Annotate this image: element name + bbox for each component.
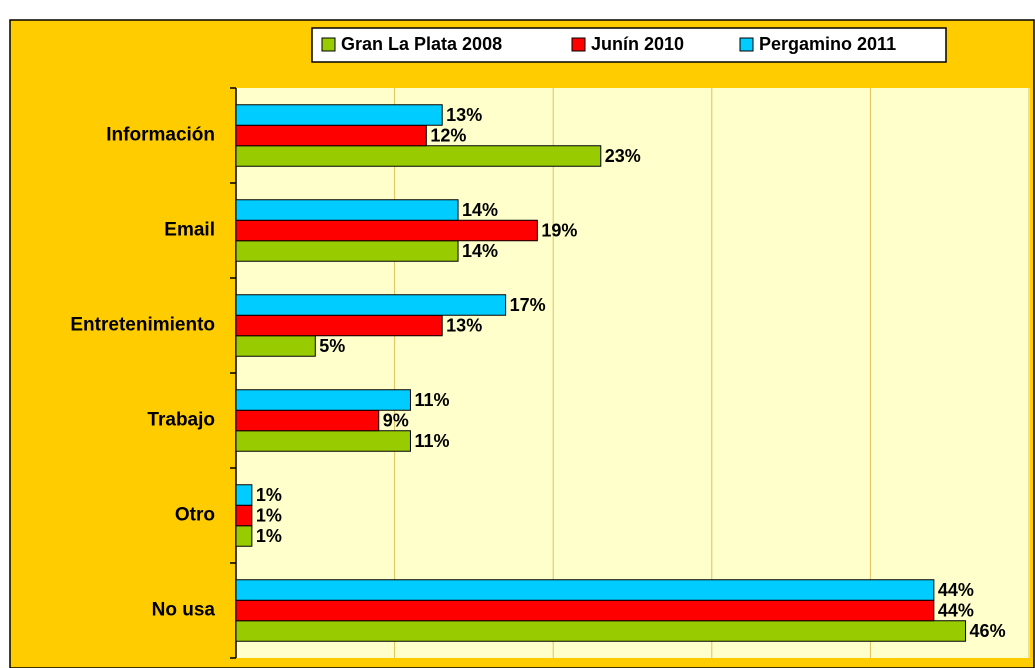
value-label: 1% <box>256 526 282 546</box>
category-label: No usa <box>152 600 216 621</box>
bar <box>235 579 935 601</box>
bar <box>235 240 459 262</box>
category-label: Otro <box>175 505 215 526</box>
legend-label: Gran La Plata 2008 <box>341 34 502 54</box>
value-label: 1% <box>256 505 282 525</box>
bar <box>235 504 253 527</box>
category-label: Información <box>106 125 215 146</box>
value-label: 5% <box>319 336 345 356</box>
value-label: 13% <box>446 315 482 335</box>
value-label: 14% <box>462 241 498 261</box>
bar <box>235 484 253 506</box>
value-label: 23% <box>605 146 641 166</box>
legend-label: Junín 2010 <box>591 34 684 54</box>
bar <box>235 145 602 167</box>
bar <box>235 199 459 221</box>
value-label: 19% <box>541 220 577 240</box>
legend-swatch <box>321 37 336 52</box>
category-label: Entretenimiento <box>70 315 215 336</box>
value-label: 13% <box>446 105 482 125</box>
legend <box>311 27 947 63</box>
bar <box>235 599 935 622</box>
value-label: 44% <box>938 580 974 600</box>
value-label: 12% <box>430 125 466 145</box>
bar <box>235 525 253 547</box>
bar <box>235 389 411 411</box>
bar <box>235 124 427 147</box>
category-label: Email <box>164 220 215 241</box>
value-label: 11% <box>414 390 449 410</box>
value-label: 9% <box>383 410 409 430</box>
bar <box>235 409 380 432</box>
bar <box>235 314 443 337</box>
value-label: 17% <box>510 295 546 315</box>
bar <box>235 104 443 126</box>
value-label: 1% <box>256 485 282 505</box>
legend-swatch <box>571 37 586 52</box>
legend-swatch <box>739 37 754 52</box>
plot-area <box>236 88 1030 658</box>
bar <box>235 620 967 642</box>
bar <box>235 335 316 357</box>
bar <box>235 219 538 242</box>
value-label: 46% <box>970 621 1006 641</box>
value-label: 14% <box>462 200 498 220</box>
bar <box>235 430 411 452</box>
category-label: Trabajo <box>147 410 215 431</box>
value-label: 11% <box>414 431 449 451</box>
bar <box>235 294 507 316</box>
legend-label: Pergamino 2011 <box>759 34 896 54</box>
value-label: 44% <box>938 600 974 620</box>
